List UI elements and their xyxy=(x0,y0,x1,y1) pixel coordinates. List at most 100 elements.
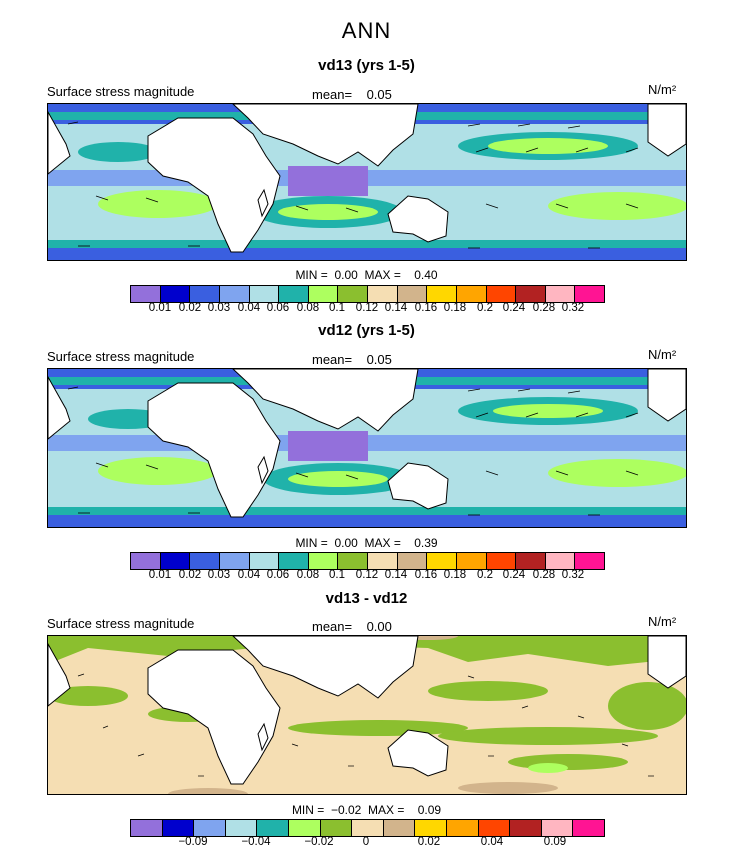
cbar-1-tick: 0.24 xyxy=(502,302,526,314)
cbar-2-tick: 0.12 xyxy=(355,569,379,581)
cbar-1-box-12 xyxy=(486,286,517,302)
cbar-3-tick: 0.02 xyxy=(417,836,441,848)
cbar-3-tick: 0.09 xyxy=(543,836,567,848)
cbar-2-box-13 xyxy=(516,553,546,569)
panel-2-south-america-east xyxy=(48,375,71,440)
panel-2-indian-calm xyxy=(288,431,368,461)
panel-1-pacific-trades-n xyxy=(488,138,608,154)
cbar-3-tick: −0.02 xyxy=(304,836,334,848)
cbar-2-tick: 0.14 xyxy=(384,569,408,581)
panel-1-mean-value: 0.05 xyxy=(366,87,392,102)
cbar-3-box-11 xyxy=(478,820,511,836)
panel-2-eurasia xyxy=(232,369,419,432)
panel-1-wind-vectors xyxy=(67,121,639,249)
cbar-1-box-11 xyxy=(456,286,487,302)
cbar-2-box-2 xyxy=(190,553,220,569)
panel-3-green-pacific-s xyxy=(438,727,658,745)
cbar-2-tick: 0.06 xyxy=(266,569,290,581)
panel-1-minmax: MIN = 0.00 MAX = 0.40 xyxy=(295,268,438,282)
panel-1-atlantic-trades-n xyxy=(78,142,158,162)
cbar-2-box-9 xyxy=(397,553,428,569)
panel-1-colorbar-ticks: 0.01 0.02 0.03 0.04 0.06 0.08 0.1 0.12 0… xyxy=(0,302,733,318)
cbar-3-box-14 xyxy=(573,820,604,836)
panel-3-madagascar xyxy=(257,722,269,752)
panel-3-australia xyxy=(387,729,449,777)
panel-3-green-north xyxy=(48,636,686,666)
panel-1-map xyxy=(47,103,687,261)
cbar-3-tick: 0 xyxy=(362,836,370,848)
cbar-3-box-5 xyxy=(288,820,321,836)
panel-3-mean-label: mean= 0.00 xyxy=(312,619,392,634)
panel-3-colorbar xyxy=(130,819,605,837)
cbar-2-box-8 xyxy=(368,553,398,569)
cbar-1-box-7 xyxy=(338,286,368,302)
cbar-2-box-7 xyxy=(338,553,368,569)
cbar-3-box-2 xyxy=(194,820,226,836)
panel-2-variable-label: Surface stress magnitude xyxy=(47,349,195,364)
cbar-1-box-1 xyxy=(160,286,191,302)
panel-2-madagascar xyxy=(257,455,269,485)
cbar-2-tick: 0.1 xyxy=(329,569,345,581)
panel-2-wind-vectors xyxy=(67,386,639,516)
cbar-2-tick: 0.16 xyxy=(414,569,438,581)
panel-3-minmax: MIN = −0.02 MAX = 0.09 xyxy=(291,803,442,817)
panel-2-mean-value: 0.05 xyxy=(366,352,392,367)
panel-3-units: N/m² xyxy=(648,614,677,629)
cbar-3-box-3 xyxy=(225,820,258,836)
panel-1-title: vd13 (yrs 1-5) xyxy=(318,57,415,74)
panel-3-tan-south-2 xyxy=(458,782,558,794)
cbar-2-tick: 0.02 xyxy=(178,569,202,581)
panel-1-indian-calm xyxy=(288,166,368,196)
cbar-2-tick: 0.03 xyxy=(207,569,231,581)
cbar-1-tick: 0.32 xyxy=(561,302,585,314)
cbar-2-tick: 0.24 xyxy=(502,569,526,581)
panel-1-min-value: 0.00 xyxy=(334,268,358,282)
cbar-2-box-1 xyxy=(160,553,191,569)
cbar-2-box-11 xyxy=(456,553,487,569)
cbar-2-box-6 xyxy=(308,553,339,569)
cbar-1-box-14 xyxy=(545,286,576,302)
panel-2-indian-trades xyxy=(288,471,388,487)
panel-3-americas-west xyxy=(647,636,686,689)
cbar-1-tick: 0.14 xyxy=(384,302,408,314)
cbar-3-box-7 xyxy=(352,820,384,836)
panel-2-pacific-trades-s xyxy=(548,459,686,487)
panel-2-colorbar-ticks: 0.01 0.02 0.03 0.04 0.06 0.08 0.1 0.12 0… xyxy=(0,569,733,585)
cbar-2-tick: 0.18 xyxy=(443,569,467,581)
cbar-1-tick: 0.08 xyxy=(296,302,320,314)
cbar-2-box-12 xyxy=(486,553,517,569)
panel-3-title: vd13 - vd12 xyxy=(325,590,408,607)
panel-1-variable-label: Surface stress magnitude xyxy=(47,84,195,99)
panel-2-max-value: 0.39 xyxy=(414,536,438,550)
panel-2-title: vd12 (yrs 1-5) xyxy=(318,322,415,339)
cbar-1-tick: 0.01 xyxy=(148,302,172,314)
cbar-2-box-4 xyxy=(249,553,280,569)
panel-1-australia xyxy=(387,195,449,243)
panel-1-mean-label: mean= 0.05 xyxy=(312,87,392,102)
panel-2-australia xyxy=(387,462,449,510)
panel-2-band-southern xyxy=(48,515,686,527)
panel-1-map-svg xyxy=(48,104,686,260)
cbar-2-box-0 xyxy=(131,553,161,569)
panel-3-wind-vectors xyxy=(77,673,654,777)
cbar-3-tick: −0.09 xyxy=(178,836,208,848)
cbar-3-box-12 xyxy=(510,820,542,836)
panel-3-green-pacific-e xyxy=(608,682,686,730)
panel-2-map-svg xyxy=(48,369,686,527)
panel-2-colorbar xyxy=(130,552,605,570)
panel-3-green-indian xyxy=(288,720,468,736)
cbar-3-tick: −0.04 xyxy=(241,836,271,848)
cbar-2-box-3 xyxy=(219,553,250,569)
panel-1-americas-west xyxy=(647,104,686,157)
cbar-1-box-3 xyxy=(219,286,250,302)
cbar-1-tick: 0.04 xyxy=(237,302,261,314)
cbar-3-box-13 xyxy=(541,820,574,836)
cbar-3-box-0 xyxy=(131,820,163,836)
cbar-1-box-15 xyxy=(575,286,604,302)
cbar-1-tick: 0.28 xyxy=(532,302,556,314)
panel-1-indian-trades xyxy=(278,204,378,220)
panel-2-africa xyxy=(147,382,281,518)
cbar-1-tick: 0.02 xyxy=(178,302,202,314)
panel-3-mean-value: 0.00 xyxy=(366,619,392,634)
cbar-2-tick: 0.28 xyxy=(532,569,556,581)
